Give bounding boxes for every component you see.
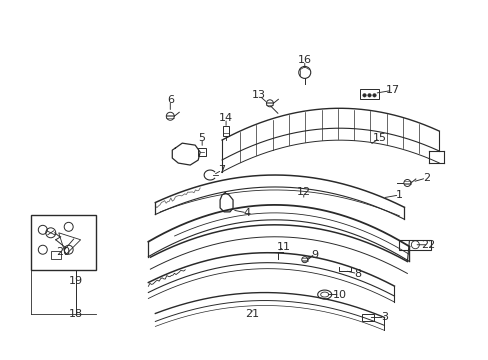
Circle shape bbox=[372, 94, 376, 97]
Text: 2: 2 bbox=[422, 173, 429, 183]
Text: 16: 16 bbox=[297, 55, 311, 66]
Text: 6: 6 bbox=[166, 95, 173, 105]
Bar bbox=[223, 126, 228, 136]
Text: 4: 4 bbox=[243, 208, 250, 218]
Text: 11: 11 bbox=[276, 242, 290, 252]
Text: 22: 22 bbox=[420, 240, 434, 250]
Text: 7: 7 bbox=[218, 165, 225, 175]
Text: 8: 8 bbox=[353, 269, 360, 279]
Bar bbox=[198, 148, 206, 156]
Circle shape bbox=[367, 94, 370, 97]
Text: 20: 20 bbox=[56, 247, 70, 257]
Text: 17: 17 bbox=[385, 85, 399, 95]
Bar bbox=[51, 251, 61, 259]
Text: 18: 18 bbox=[68, 310, 82, 319]
Text: 1: 1 bbox=[395, 190, 402, 200]
Text: 21: 21 bbox=[244, 310, 259, 319]
Text: 9: 9 bbox=[310, 250, 318, 260]
Bar bbox=[359, 89, 379, 99]
Text: 5: 5 bbox=[198, 133, 205, 143]
Text: 13: 13 bbox=[251, 90, 265, 100]
Text: 15: 15 bbox=[372, 133, 386, 143]
Circle shape bbox=[362, 94, 366, 97]
Text: 10: 10 bbox=[332, 289, 346, 300]
Text: 3: 3 bbox=[380, 312, 387, 323]
Bar bbox=[399, 240, 430, 250]
Bar bbox=[361, 315, 373, 321]
Text: 14: 14 bbox=[219, 113, 233, 123]
Text: 19: 19 bbox=[68, 276, 82, 285]
Text: 12: 12 bbox=[296, 187, 310, 197]
